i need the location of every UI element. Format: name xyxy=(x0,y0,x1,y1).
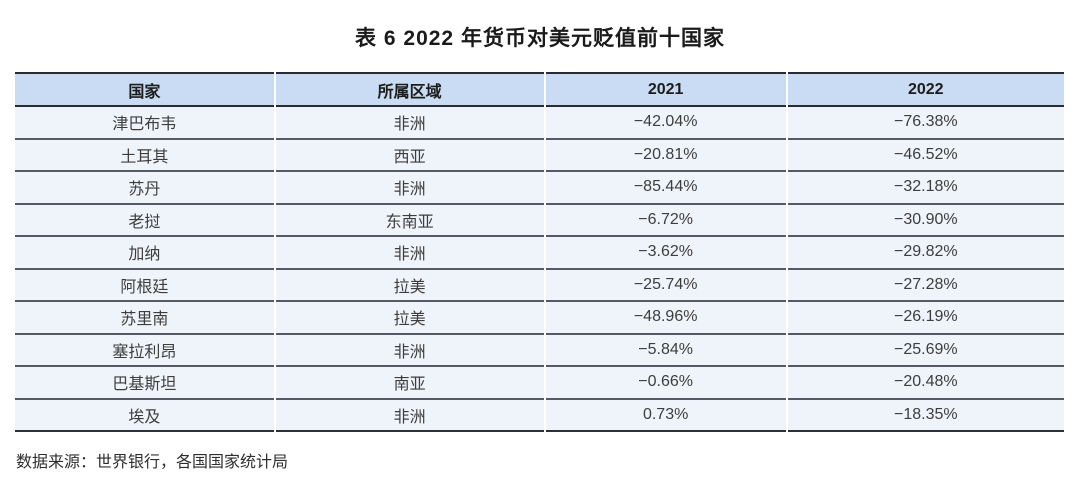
country-cell: 加纳 xyxy=(15,237,274,270)
table-body: 津巴布韦 非洲 −42.04% −76.38% 土耳其 西亚 −20.81% −46.52% 苏… xyxy=(15,107,1064,432)
source-note: 数据来源：世界银行，各国国家统计局 xyxy=(16,454,289,471)
value-2021-cell: −6.72% xyxy=(545,204,786,237)
region-cell: 非洲 xyxy=(275,334,544,367)
column-header: 国家 xyxy=(15,72,274,107)
column-header: 2021 xyxy=(545,72,786,107)
country-cell: 阿根廷 xyxy=(15,269,274,302)
value-2021-cell: 0.73% xyxy=(545,399,786,432)
table-row: 土耳其 西亚 −20.81% −46.52% xyxy=(15,139,1064,172)
region-cell: 非洲 xyxy=(275,399,544,432)
table-row: 老挝 东南亚 −6.72% −30.90% xyxy=(15,204,1064,237)
country-cell: 土耳其 xyxy=(15,139,274,172)
value-2022-cell: −46.52% xyxy=(787,139,1064,172)
value-2021-cell: −85.44% xyxy=(545,172,786,205)
table-row: 埃及 非洲 0.73% −18.35% xyxy=(15,399,1064,432)
region-cell: 非洲 xyxy=(275,237,544,270)
table-row: 塞拉利昂 非洲 −5.84% −25.69% xyxy=(15,334,1064,367)
country-cell: 津巴布韦 xyxy=(15,107,274,140)
country-cell: 巴基斯坦 xyxy=(15,367,274,400)
table-row: 苏里南 拉美 −48.96% −26.19% xyxy=(15,302,1064,335)
region-cell: 拉美 xyxy=(275,269,544,302)
value-2022-cell: −29.82% xyxy=(787,237,1064,270)
table-row: 巴基斯坦 南亚 −0.66% −20.48% xyxy=(15,367,1064,400)
value-2021-cell: −25.74% xyxy=(545,269,786,302)
value-2022-cell: −26.19% xyxy=(787,302,1064,335)
region-cell: 非洲 xyxy=(275,172,544,205)
depreciation-table: 国家 所属区域 2021 2022 津巴布韦 非洲 −42.04% −76.38% 土耳其 西亚… xyxy=(13,72,1066,432)
region-cell: 南亚 xyxy=(275,367,544,400)
value-2022-cell: −32.18% xyxy=(787,172,1064,205)
country-cell: 埃及 xyxy=(15,399,274,432)
value-2022-cell: −20.48% xyxy=(787,367,1064,400)
value-2022-cell: −18.35% xyxy=(787,399,1064,432)
region-cell: 西亚 xyxy=(275,139,544,172)
value-2022-cell: −25.69% xyxy=(787,334,1064,367)
value-2022-cell: −30.90% xyxy=(787,204,1064,237)
country-cell: 苏丹 xyxy=(15,172,274,205)
region-cell: 东南亚 xyxy=(275,204,544,237)
value-2021-cell: −48.96% xyxy=(545,302,786,335)
region-cell: 非洲 xyxy=(275,107,544,140)
table-row: 津巴布韦 非洲 −42.04% −76.38% xyxy=(15,107,1064,140)
table-row: 苏丹 非洲 −85.44% −32.18% xyxy=(15,172,1064,205)
table-row: 加纳 非洲 −3.62% −29.82% xyxy=(15,237,1064,270)
value-2022-cell: −76.38% xyxy=(787,107,1064,140)
country-cell: 苏里南 xyxy=(15,302,274,335)
table-row: 阿根廷 拉美 −25.74% −27.28% xyxy=(15,269,1064,302)
value-2021-cell: −20.81% xyxy=(545,139,786,172)
value-2021-cell: −0.66% xyxy=(545,367,786,400)
country-cell: 塞拉利昂 xyxy=(15,334,274,367)
table-figure: 表 6 2022 年货币对美元贬值前十国家 国家 所属区域 2021 2022 津巴布… xyxy=(0,26,1080,484)
header-row: 国家 所属区域 2021 2022 xyxy=(15,72,1064,107)
value-2021-cell: −5.84% xyxy=(545,334,786,367)
region-cell: 拉美 xyxy=(275,302,544,335)
table-title: 表 6 2022 年货币对美元贬值前十国家 xyxy=(355,27,725,50)
value-2021-cell: −3.62% xyxy=(545,237,786,270)
column-header: 所属区域 xyxy=(275,72,544,107)
column-header: 2022 xyxy=(787,72,1064,107)
country-cell: 老挝 xyxy=(15,204,274,237)
value-2022-cell: −27.28% xyxy=(787,269,1064,302)
value-2021-cell: −42.04% xyxy=(545,107,786,140)
